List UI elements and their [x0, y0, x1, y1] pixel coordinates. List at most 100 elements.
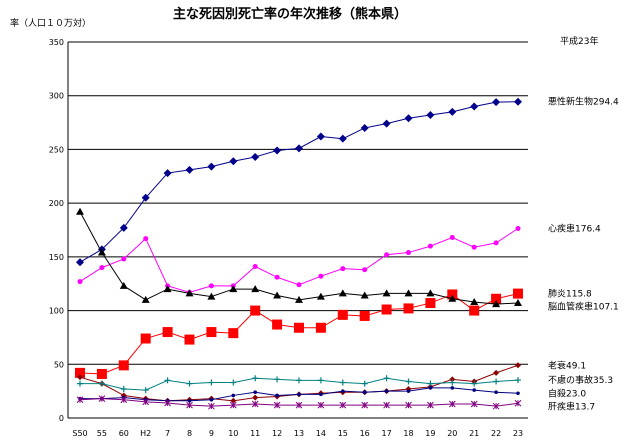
x-tick-label: 21 — [469, 429, 479, 438]
data-point — [338, 134, 347, 143]
data-point — [339, 379, 346, 386]
y-tick-label: 0 — [59, 414, 64, 423]
data-point — [206, 327, 217, 338]
x-tick-label: 17 — [382, 429, 392, 438]
data-point — [516, 391, 520, 396]
data-point — [98, 380, 105, 387]
data-point — [470, 102, 479, 111]
data-point — [163, 169, 172, 178]
data-point — [492, 300, 501, 308]
data-point — [514, 399, 522, 407]
data-point — [450, 386, 455, 390]
data-point — [294, 322, 304, 333]
x-tick-label: 15 — [338, 429, 348, 438]
data-point — [121, 256, 127, 262]
x-tick-label: 20 — [447, 429, 457, 438]
data-point — [382, 119, 391, 128]
x-tick-label: S50 — [72, 429, 87, 438]
data-point — [272, 319, 283, 330]
data-point — [428, 386, 433, 390]
data-point — [295, 295, 303, 303]
y-tick-label: 250 — [49, 145, 64, 154]
data-point — [427, 243, 433, 249]
data-point — [141, 193, 150, 202]
y-tick-label: 150 — [49, 253, 64, 262]
axes: 0 50 100 150 200 250 300 350 S50 55 60 H2 7 8 9 10 11 12 1… — [49, 38, 523, 438]
data-point — [515, 377, 521, 384]
data-point — [318, 273, 324, 279]
chart-title: 主な死因別死亡率の年次推移（熊本県） — [173, 6, 407, 22]
data-point — [406, 389, 411, 393]
x-tick-label: 7 — [165, 429, 170, 438]
data-point — [185, 165, 194, 174]
data-point — [493, 240, 499, 246]
data-point — [362, 390, 367, 395]
data-point — [317, 377, 324, 384]
series-end-label: 不慮の事故35.3 — [548, 374, 613, 386]
data-point — [208, 283, 214, 289]
data-point — [120, 385, 127, 392]
x-tick-label: 19 — [425, 429, 435, 438]
data-point — [494, 390, 498, 395]
data-point — [514, 298, 522, 306]
data-point — [185, 289, 194, 297]
data-point — [209, 397, 214, 402]
series-end-label: 老衰49.1 — [548, 359, 586, 371]
data-point — [295, 144, 303, 153]
data-point — [491, 293, 502, 304]
data-point — [469, 305, 480, 316]
x-tick-label: 14 — [316, 429, 326, 438]
data-point — [120, 396, 128, 404]
data-point — [274, 376, 281, 383]
series — [76, 207, 522, 308]
data-point — [250, 305, 261, 316]
data-point — [449, 379, 456, 386]
data-point — [141, 295, 150, 303]
series-end-label: 肝疾患13.7 — [548, 400, 595, 412]
data-point — [317, 401, 325, 409]
data-point — [404, 289, 413, 297]
data-point — [513, 288, 523, 299]
x-tick-label: 8 — [187, 429, 192, 438]
x-tick-label: 11 — [250, 429, 260, 438]
data-point — [164, 399, 171, 407]
data-point — [427, 380, 434, 387]
data-point — [230, 379, 237, 386]
data-point — [515, 225, 521, 231]
data-point — [274, 274, 280, 280]
gridlines — [68, 41, 528, 419]
data-point — [229, 285, 238, 293]
x-tick-label: 9 — [209, 429, 214, 438]
data-point — [492, 402, 500, 410]
data-point — [448, 294, 457, 302]
series — [77, 225, 521, 295]
data-point — [296, 282, 302, 288]
data-point — [493, 369, 500, 376]
data-point — [119, 223, 128, 232]
series — [76, 395, 522, 410]
x-tick-label: 13 — [294, 429, 304, 438]
x-tick-label: 18 — [403, 429, 413, 438]
data-point — [119, 281, 128, 289]
data-point — [186, 380, 193, 387]
data-point — [341, 389, 345, 393]
x-tick-label: 55 — [97, 429, 107, 438]
data-point — [316, 292, 325, 300]
data-point — [296, 377, 302, 384]
series-end-label: 肺炎115.8 — [548, 289, 592, 300]
y-tick-label: 100 — [49, 307, 64, 316]
data-point — [252, 375, 259, 382]
data-point — [162, 327, 173, 338]
data-point — [207, 162, 216, 171]
data-point — [143, 236, 149, 242]
data-point — [297, 392, 301, 397]
data-point — [142, 398, 150, 406]
data-point — [448, 107, 457, 116]
data-point — [163, 285, 172, 293]
data-point — [362, 267, 368, 273]
data-point — [403, 303, 414, 314]
data-point — [472, 388, 477, 392]
data-point — [99, 265, 105, 271]
y-tick-label: 50 — [54, 360, 64, 369]
